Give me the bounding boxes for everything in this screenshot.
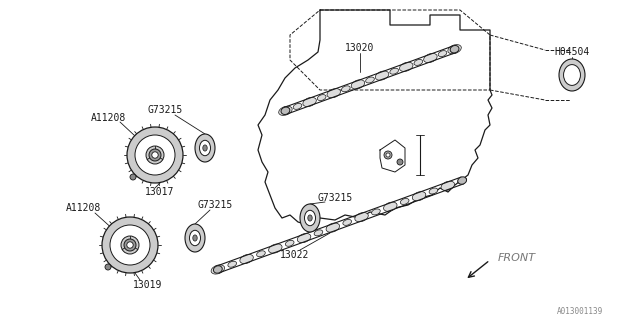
Ellipse shape [559, 59, 585, 91]
Text: G73215: G73215 [317, 193, 353, 203]
Text: A11208: A11208 [90, 113, 125, 123]
Ellipse shape [308, 215, 312, 221]
Ellipse shape [397, 159, 403, 165]
Ellipse shape [342, 86, 350, 92]
Ellipse shape [135, 135, 175, 175]
Ellipse shape [124, 239, 136, 251]
Ellipse shape [211, 265, 225, 274]
Text: 13020: 13020 [346, 43, 374, 53]
Ellipse shape [412, 192, 426, 201]
Ellipse shape [343, 220, 351, 225]
Text: 13017: 13017 [145, 187, 175, 197]
Ellipse shape [448, 44, 461, 54]
Ellipse shape [372, 209, 380, 215]
Ellipse shape [424, 53, 437, 63]
Ellipse shape [278, 106, 292, 116]
Ellipse shape [193, 235, 197, 241]
Ellipse shape [240, 254, 253, 264]
Ellipse shape [441, 181, 454, 190]
Ellipse shape [386, 153, 390, 157]
Ellipse shape [399, 62, 413, 71]
Ellipse shape [305, 210, 316, 226]
Ellipse shape [149, 149, 161, 161]
Text: H04504: H04504 [554, 47, 589, 57]
Ellipse shape [269, 244, 282, 253]
Ellipse shape [121, 236, 139, 254]
Text: G73215: G73215 [197, 200, 232, 210]
Ellipse shape [293, 103, 302, 109]
Ellipse shape [152, 152, 158, 158]
Ellipse shape [213, 266, 222, 273]
Ellipse shape [303, 97, 316, 107]
Ellipse shape [300, 204, 320, 232]
Ellipse shape [257, 251, 266, 257]
Ellipse shape [130, 174, 136, 180]
Ellipse shape [384, 151, 392, 159]
Ellipse shape [351, 80, 365, 89]
Ellipse shape [317, 95, 326, 100]
Ellipse shape [314, 230, 323, 236]
Ellipse shape [127, 242, 133, 248]
Ellipse shape [327, 89, 340, 98]
Ellipse shape [458, 178, 467, 183]
Text: 13019: 13019 [133, 280, 163, 290]
Ellipse shape [564, 65, 580, 85]
Ellipse shape [110, 225, 150, 265]
Ellipse shape [429, 188, 438, 194]
Ellipse shape [355, 212, 368, 222]
Ellipse shape [326, 223, 340, 232]
Ellipse shape [189, 230, 200, 246]
Ellipse shape [383, 202, 397, 211]
Ellipse shape [375, 71, 389, 80]
Text: A11208: A11208 [65, 203, 100, 213]
Ellipse shape [438, 51, 447, 57]
Ellipse shape [200, 140, 211, 156]
Ellipse shape [390, 68, 399, 74]
Ellipse shape [127, 127, 183, 183]
Ellipse shape [365, 77, 374, 83]
Ellipse shape [285, 240, 294, 246]
Text: G73215: G73215 [147, 105, 182, 115]
Ellipse shape [228, 261, 237, 267]
Ellipse shape [203, 145, 207, 151]
Ellipse shape [102, 217, 158, 273]
Ellipse shape [281, 107, 290, 115]
Ellipse shape [105, 264, 111, 270]
Ellipse shape [414, 60, 422, 65]
Text: 13022: 13022 [280, 250, 310, 260]
Ellipse shape [298, 234, 311, 243]
Text: FRONT: FRONT [498, 253, 536, 263]
Ellipse shape [458, 177, 467, 184]
Ellipse shape [450, 45, 459, 53]
Ellipse shape [401, 198, 409, 204]
Ellipse shape [185, 224, 205, 252]
Ellipse shape [146, 146, 164, 164]
Text: A013001139: A013001139 [557, 308, 603, 316]
Ellipse shape [195, 134, 215, 162]
